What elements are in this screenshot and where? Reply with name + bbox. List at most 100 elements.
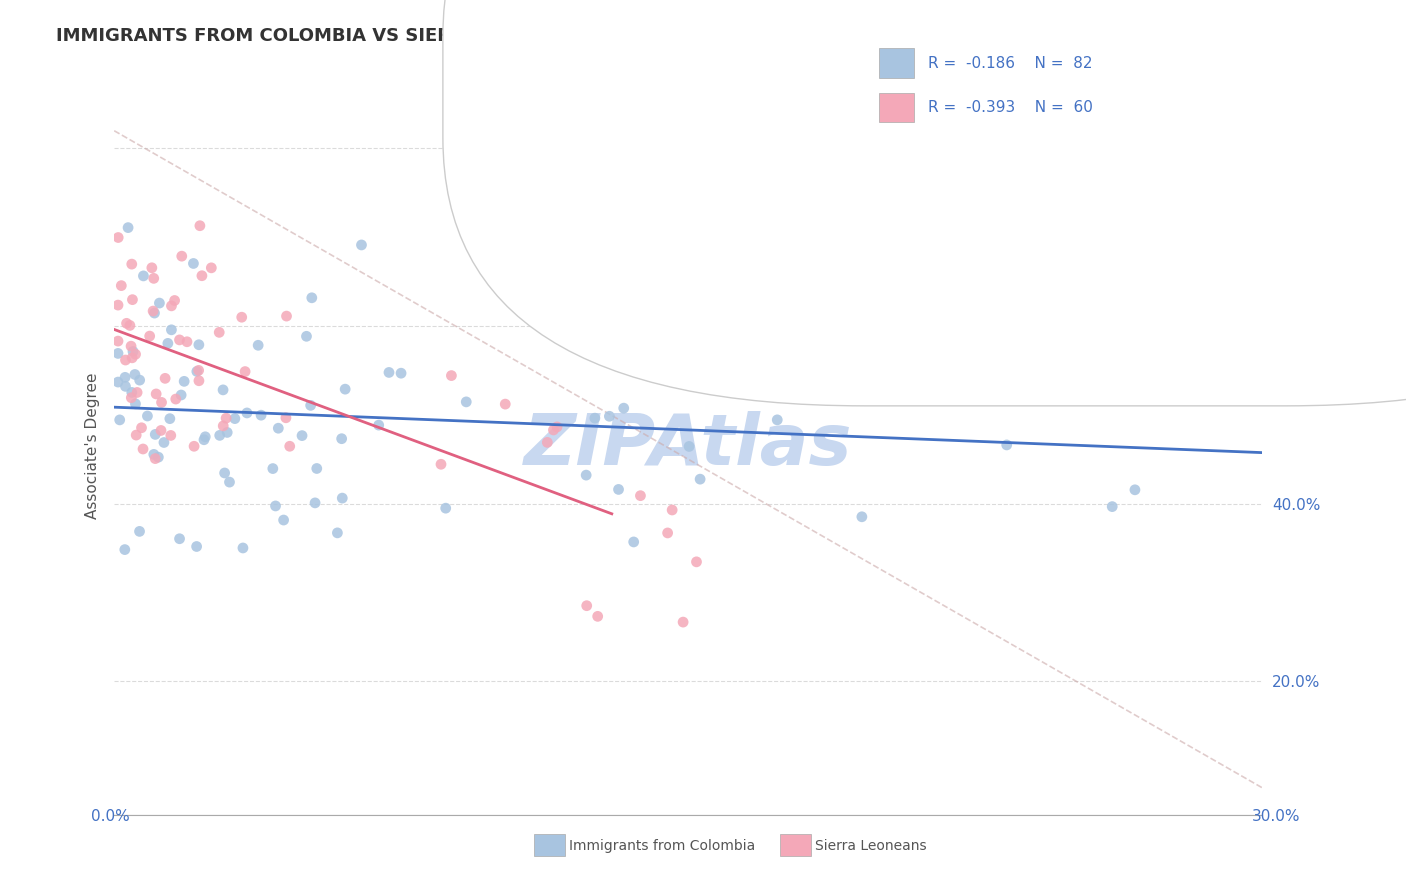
Point — [1101, 500, 1123, 514]
Point — [267, 421, 290, 435]
Point — [212, 383, 235, 397]
Point — [494, 397, 516, 411]
Point — [114, 542, 136, 557]
Point — [264, 499, 287, 513]
Point — [247, 338, 270, 352]
Point — [326, 525, 349, 540]
Point — [120, 339, 142, 353]
Point — [114, 370, 136, 384]
Point — [108, 413, 131, 427]
Point — [121, 351, 143, 365]
Point — [143, 306, 166, 320]
Text: IMMIGRANTS FROM COLOMBIA VS SIERRA LEONEAN ASSOCIATE'S DEGREE CORRELATION CHART: IMMIGRANTS FROM COLOMBIA VS SIERRA LEONE… — [56, 27, 1025, 45]
Point — [456, 395, 478, 409]
Point — [301, 291, 323, 305]
Point — [250, 408, 273, 422]
Point — [440, 368, 463, 383]
Point — [186, 364, 208, 378]
Point — [122, 344, 145, 359]
Point — [187, 363, 209, 377]
Point — [142, 447, 165, 461]
Point — [995, 438, 1018, 452]
Point — [837, 355, 859, 369]
Point — [291, 428, 314, 442]
Point — [159, 411, 181, 425]
Point — [232, 541, 254, 555]
Point — [142, 304, 165, 318]
Point — [128, 524, 150, 539]
Point — [187, 337, 209, 351]
Point — [120, 391, 142, 405]
Point — [304, 496, 326, 510]
Point — [766, 413, 789, 427]
Point — [330, 491, 353, 505]
Point — [367, 418, 389, 433]
Point — [148, 450, 170, 465]
Text: R =  -0.393    N =  60: R = -0.393 N = 60 — [928, 101, 1092, 115]
Point — [212, 418, 235, 433]
Point — [231, 310, 253, 325]
Point — [685, 555, 707, 569]
Text: Source: ZipAtlas.com: Source: ZipAtlas.com — [1216, 27, 1350, 40]
Point — [150, 424, 173, 438]
Point — [124, 368, 146, 382]
Point — [173, 375, 195, 389]
Point — [583, 411, 606, 425]
Point — [430, 457, 453, 471]
Point — [193, 433, 215, 447]
Point — [536, 435, 558, 450]
Point — [186, 540, 208, 554]
Point — [156, 336, 179, 351]
Point — [145, 387, 167, 401]
Point — [169, 333, 191, 347]
Point — [208, 428, 231, 442]
Point — [330, 432, 353, 446]
Point — [657, 525, 679, 540]
Point — [121, 293, 143, 307]
Point — [143, 451, 166, 466]
Point — [299, 398, 322, 412]
Point — [107, 298, 129, 312]
Point — [786, 312, 808, 326]
Point — [194, 430, 217, 444]
Point — [350, 238, 373, 252]
Point — [183, 256, 205, 270]
Point — [114, 379, 136, 393]
Point — [170, 249, 193, 263]
Point — [233, 365, 256, 379]
Point — [170, 388, 193, 402]
Point — [295, 329, 318, 343]
Point — [305, 461, 328, 475]
Point — [672, 615, 695, 629]
Text: ZIPAtlas: ZIPAtlas — [524, 411, 852, 481]
Point — [142, 271, 165, 285]
Point — [236, 406, 259, 420]
Point — [136, 409, 159, 423]
Point — [131, 421, 153, 435]
Point — [575, 468, 598, 483]
Point — [165, 392, 187, 406]
Point — [278, 439, 301, 453]
Point — [389, 366, 412, 380]
Point — [607, 483, 630, 497]
Point — [215, 411, 238, 425]
Point — [121, 385, 143, 400]
Point — [1123, 483, 1146, 497]
Point — [214, 466, 236, 480]
Point — [1005, 359, 1028, 374]
Point — [598, 409, 620, 424]
Point — [107, 334, 129, 348]
Point — [138, 329, 160, 343]
Point — [630, 489, 652, 503]
Point — [125, 428, 148, 442]
Text: 0.0%: 0.0% — [91, 809, 131, 823]
Point — [159, 428, 181, 442]
Point — [1102, 387, 1125, 401]
Point — [183, 439, 205, 453]
Point — [224, 411, 246, 425]
Point — [333, 382, 356, 396]
Point — [586, 609, 609, 624]
Point — [273, 513, 295, 527]
Point — [543, 423, 565, 437]
Point — [218, 475, 240, 489]
